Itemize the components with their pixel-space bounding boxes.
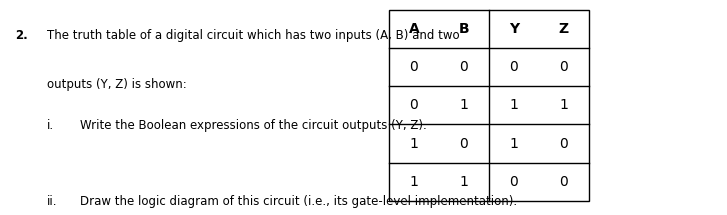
- Text: Z: Z: [559, 22, 569, 36]
- Text: i.: i.: [47, 119, 55, 132]
- Text: Y: Y: [509, 22, 519, 36]
- Text: 1: 1: [510, 98, 518, 112]
- Text: 0: 0: [409, 60, 418, 74]
- Text: 0: 0: [510, 175, 518, 189]
- Text: B: B: [459, 22, 469, 36]
- Text: 1: 1: [459, 175, 468, 189]
- Text: 0: 0: [459, 60, 468, 74]
- Text: The truth table of a digital circuit which has two inputs (A, B) and two: The truth table of a digital circuit whi…: [47, 29, 460, 42]
- Text: Draw the logic diagram of this circuit (i.e., its gate-level implementation).: Draw the logic diagram of this circuit (…: [80, 195, 517, 207]
- Text: Write the Boolean expressions of the circuit outputs (Y, Z).: Write the Boolean expressions of the cir…: [80, 119, 427, 132]
- Text: outputs (Y, Z) is shown:: outputs (Y, Z) is shown:: [47, 78, 187, 91]
- Text: 0: 0: [510, 60, 518, 74]
- Text: ii.: ii.: [47, 195, 57, 207]
- Text: 1: 1: [510, 137, 518, 151]
- Text: 1: 1: [409, 175, 418, 189]
- Text: 1: 1: [560, 98, 569, 112]
- Text: 0: 0: [409, 98, 418, 112]
- Text: 1: 1: [409, 137, 418, 151]
- Text: 0: 0: [560, 137, 569, 151]
- Text: 2.: 2.: [15, 29, 28, 42]
- Text: A: A: [409, 22, 419, 36]
- Text: 0: 0: [459, 137, 468, 151]
- Text: 0: 0: [560, 60, 569, 74]
- Text: 1: 1: [459, 98, 468, 112]
- Bar: [389, 10, 589, 201]
- Text: 0: 0: [560, 175, 569, 189]
